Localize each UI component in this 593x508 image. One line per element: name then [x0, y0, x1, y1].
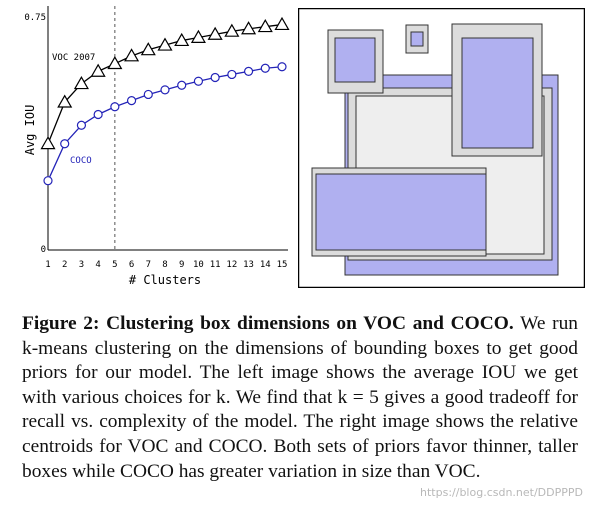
voc-point: [257, 18, 273, 33]
voc-point: [140, 42, 156, 56]
coco-point: [227, 69, 237, 80]
voc-point: [174, 32, 190, 47]
voc-point: [107, 55, 123, 70]
coco-point: [126, 96, 137, 106]
x-tick-label: 7: [146, 260, 151, 270]
coco-point: [210, 72, 220, 83]
centroids-figure: [298, 8, 585, 288]
figure-caption: Figure 2: Clustering box dimensions on V…: [22, 312, 578, 484]
voc-point: [40, 136, 56, 150]
voc-point: [207, 26, 223, 40]
voc-point: [274, 16, 290, 31]
voc-point: [124, 48, 140, 62]
y-tick-bottom: 0: [41, 245, 46, 255]
caption-title: Clustering box dimensions on VOC and COC…: [106, 313, 514, 334]
x-tick-label: 8: [162, 260, 167, 270]
x-tick-label: 10: [193, 260, 204, 270]
x-tick-label: 9: [179, 260, 184, 270]
coco-point: [177, 80, 187, 90]
voc-point: [190, 29, 206, 43]
y-tick-top: 0.75: [24, 13, 46, 23]
coco-point: [193, 76, 204, 86]
coco-point: [143, 89, 153, 100]
coco-box-medium: [334, 37, 376, 83]
y-axis-label: Avg IOU: [23, 105, 37, 156]
x-tick-label: 1: [45, 260, 50, 270]
x-tick-label: 15: [277, 260, 288, 270]
voc-point: [224, 23, 240, 37]
x-tick-label: 14: [260, 260, 271, 270]
coco-point: [260, 63, 270, 73]
x-tick-label: 13: [243, 260, 254, 270]
x-tick-label: 5: [112, 260, 117, 270]
coco-box-wide: [315, 173, 487, 251]
legend-coco: COCO: [70, 156, 92, 166]
legend-voc: VOC 2007: [52, 53, 95, 63]
coco-point: [243, 66, 254, 76]
coco-point: [277, 62, 287, 72]
coco-box-small: [410, 31, 424, 47]
coco-point: [93, 109, 103, 120]
coco-point: [60, 139, 70, 149]
x-tick-label: 12: [226, 260, 237, 270]
caption-body: We run k-means clustering on the dimensi…: [22, 313, 578, 482]
x-axis-label: # Clusters: [129, 273, 201, 287]
avg-iou-chart: Avg IOU 0.75 0 # Clusters 1 2 3 4 5 6 7 8 9 10 11 1…: [23, 6, 290, 287]
coco-point: [43, 176, 53, 186]
voc-point: [57, 94, 73, 108]
x-tick-label: 3: [79, 260, 84, 270]
x-tick-label: 11: [210, 260, 221, 270]
x-tick-label: 2: [62, 260, 67, 270]
coco-point: [110, 102, 120, 112]
watermark: https://blog.csdn.net/DDPPPD: [420, 486, 583, 499]
voc-point: [90, 63, 106, 77]
caption-label: Figure 2:: [22, 313, 100, 334]
voc-point: [157, 37, 173, 51]
x-tick-label: 4: [95, 260, 100, 270]
coco-point: [76, 120, 87, 130]
x-tick-label: 6: [129, 260, 134, 270]
voc-point: [241, 21, 257, 35]
voc-point: [73, 75, 89, 90]
coco-point: [160, 85, 170, 95]
coco-box-tall: [461, 37, 534, 149]
